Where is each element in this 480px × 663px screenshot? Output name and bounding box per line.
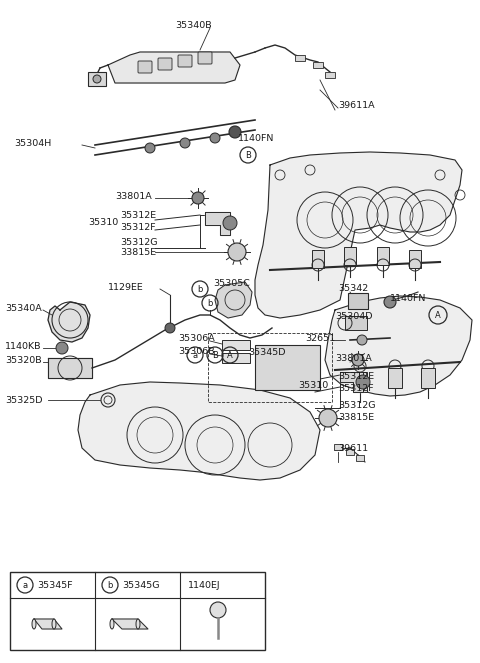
Text: 35340B: 35340B — [175, 21, 212, 29]
Circle shape — [229, 126, 241, 138]
Circle shape — [180, 138, 190, 148]
Circle shape — [145, 143, 155, 153]
Text: B: B — [212, 351, 218, 359]
Text: 35345G: 35345G — [122, 581, 159, 589]
Text: b: b — [207, 298, 213, 308]
Text: 35305C: 35305C — [213, 278, 250, 288]
Bar — [222, 340, 250, 350]
Polygon shape — [340, 372, 363, 392]
Text: 1140EJ: 1140EJ — [188, 581, 221, 589]
Bar — [88, 72, 106, 86]
Bar — [313, 62, 323, 68]
Bar — [344, 247, 356, 265]
Text: 35342: 35342 — [338, 284, 368, 292]
Circle shape — [210, 602, 226, 618]
Bar — [325, 72, 335, 78]
Text: b: b — [108, 581, 113, 589]
FancyBboxPatch shape — [198, 52, 212, 64]
Text: A: A — [227, 351, 233, 359]
Text: a: a — [23, 581, 27, 589]
Text: 39611A: 39611A — [338, 101, 374, 109]
Text: 1129EE: 1129EE — [108, 282, 144, 292]
Text: 35306B: 35306B — [178, 347, 215, 355]
Bar — [346, 449, 354, 455]
Circle shape — [192, 192, 204, 204]
Bar — [255, 345, 320, 390]
Text: 35345F: 35345F — [37, 581, 72, 589]
Text: 35325D: 35325D — [5, 396, 43, 404]
Circle shape — [223, 216, 237, 230]
Circle shape — [93, 75, 101, 83]
Bar — [421, 368, 435, 388]
Text: 33801A: 33801A — [335, 353, 372, 363]
Text: 35312E: 35312E — [338, 371, 374, 381]
Polygon shape — [48, 302, 90, 342]
Text: 35310: 35310 — [88, 217, 118, 227]
Bar — [348, 293, 368, 309]
Text: b: b — [197, 284, 203, 294]
Circle shape — [357, 335, 367, 345]
Text: 35312G: 35312G — [338, 400, 375, 410]
Text: 35345D: 35345D — [248, 347, 286, 357]
Text: 33801A: 33801A — [115, 192, 152, 200]
Bar — [388, 368, 402, 388]
Text: 35312E: 35312E — [120, 210, 156, 219]
Circle shape — [165, 323, 175, 333]
Text: A: A — [435, 310, 441, 320]
Circle shape — [356, 375, 370, 389]
Bar — [356, 455, 364, 461]
Polygon shape — [108, 52, 240, 83]
Text: 35312F: 35312F — [120, 223, 156, 231]
Ellipse shape — [110, 619, 114, 629]
Ellipse shape — [136, 619, 140, 629]
Text: 1140FN: 1140FN — [390, 294, 426, 302]
Text: a: a — [192, 351, 198, 359]
Ellipse shape — [32, 619, 36, 629]
Circle shape — [319, 409, 337, 427]
Bar — [353, 372, 367, 392]
Text: B: B — [245, 151, 251, 160]
Polygon shape — [325, 296, 472, 396]
Bar — [345, 316, 367, 330]
Bar — [409, 250, 421, 268]
Polygon shape — [215, 282, 252, 318]
Bar — [334, 444, 342, 450]
Text: 35312F: 35312F — [338, 383, 373, 392]
Bar — [222, 353, 250, 363]
Circle shape — [384, 296, 396, 308]
Circle shape — [56, 342, 68, 354]
Text: 1140FN: 1140FN — [238, 133, 275, 143]
Text: 35306A: 35306A — [178, 333, 215, 343]
Text: 35304D: 35304D — [335, 312, 372, 320]
Polygon shape — [255, 152, 462, 318]
Text: 33815E: 33815E — [120, 247, 156, 257]
Bar — [295, 55, 305, 61]
Text: 39611: 39611 — [338, 444, 368, 453]
Circle shape — [210, 133, 220, 143]
Polygon shape — [78, 382, 320, 480]
FancyBboxPatch shape — [178, 55, 192, 67]
FancyBboxPatch shape — [138, 61, 152, 73]
Bar — [377, 247, 389, 265]
Circle shape — [228, 243, 246, 261]
Ellipse shape — [52, 619, 56, 629]
Polygon shape — [112, 619, 148, 629]
Text: 35304H: 35304H — [14, 139, 51, 147]
Bar — [10, 572, 265, 650]
Text: 35320B: 35320B — [5, 355, 42, 365]
Bar — [312, 250, 324, 268]
Text: 32651: 32651 — [305, 333, 335, 343]
Polygon shape — [205, 212, 230, 235]
FancyBboxPatch shape — [158, 58, 172, 70]
Polygon shape — [48, 358, 92, 378]
Text: 33815E: 33815E — [338, 412, 374, 422]
Circle shape — [352, 354, 364, 366]
Text: 1140KB: 1140KB — [5, 341, 41, 351]
Text: 35310: 35310 — [298, 381, 328, 389]
Polygon shape — [34, 619, 62, 629]
Text: 35340A: 35340A — [5, 304, 42, 312]
Text: 35312G: 35312G — [120, 237, 157, 247]
